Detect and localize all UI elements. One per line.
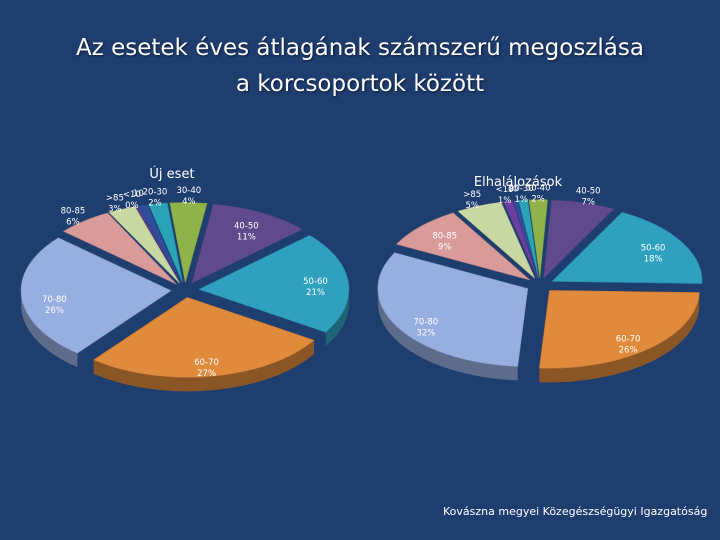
- slide-title-line-2: a korcsoportok között: [235, 71, 485, 97]
- pie-label-20-30: 20-30 2%: [143, 187, 168, 208]
- pie-label-80-85: 80-85 6%: [61, 207, 86, 228]
- pie-label-50-60: 50-60 21%: [303, 277, 328, 298]
- pie-side-60-70: [93, 340, 314, 392]
- pie-slice-10-20: [138, 204, 182, 283]
- pie-slice-60-70: [539, 290, 700, 369]
- pie-label-70-80: 70-80 26%: [42, 295, 67, 316]
- pie-side-50-60: [325, 289, 349, 347]
- pie-slice--10: [503, 200, 538, 278]
- pie-slice-30-40: [528, 199, 548, 278]
- source-footer: Kovászna megyei Közegészségügyi Igazgató…: [443, 505, 708, 518]
- pie-slice-50-60: [551, 211, 703, 284]
- pie-label-30-40: 30-40 2%: [526, 183, 551, 204]
- pie-label-30-40: 30-40 4%: [176, 186, 201, 207]
- pie-label-10-20: 10: [133, 189, 144, 199]
- pie-slice-60-70: [93, 297, 315, 378]
- pie-chart-1-title: Új eset: [149, 166, 194, 182]
- pie-side-70-80: [377, 288, 518, 381]
- pie-label-50-60: 50-60 18%: [641, 244, 666, 265]
- pie-chart-1-slices: [20, 202, 350, 378]
- pie-slice-10-20: [512, 200, 539, 278]
- pie-slice-40-50: [191, 203, 303, 284]
- pie-label--10: <10 0%: [123, 190, 141, 211]
- pie-side-60-70: [539, 292, 700, 383]
- pie-chart-1-sides: [21, 289, 349, 392]
- pie-chart-2-sides: [377, 281, 703, 383]
- pie-slice--85: [457, 201, 536, 279]
- pie-slice-70-80: [377, 252, 529, 367]
- pie-label-60-70: 60-70 27%: [194, 358, 219, 379]
- pie-slice--10: [135, 205, 182, 284]
- pie-label-80-85: 80-85 9%: [432, 231, 457, 252]
- pie-chart-2-slices: [377, 199, 703, 369]
- slide-title: Az esetek éves átlagának számszerű megos…: [0, 30, 720, 102]
- pie-label-60-70: 60-70 26%: [616, 334, 641, 355]
- slide-title-line-1: Az esetek éves átlagának számszerű megos…: [76, 35, 644, 61]
- pie-label--85: >85 3%: [106, 193, 124, 214]
- pie-label-10-20: 10: [507, 184, 518, 194]
- pie-slice-20-30: [518, 199, 539, 278]
- pie-label-40-50: 40-50 11%: [234, 221, 259, 242]
- pie-slice-50-60: [198, 234, 350, 333]
- pie-label-70-80: 70-80 32%: [414, 317, 439, 338]
- pie-slice-80-85: [63, 212, 177, 285]
- pie-slice--85: [108, 206, 180, 284]
- pie-slice-20-30: [148, 202, 183, 283]
- pie-chart-2-title: Elhalálozások: [474, 175, 563, 190]
- pie-slice-80-85: [395, 212, 531, 281]
- pie-slice-40-50: [543, 199, 615, 279]
- pie-side-70-80: [21, 290, 78, 368]
- pie-label-20-30: 20-30 1%: [509, 184, 534, 205]
- pie-label-40-50: 40-50 7%: [576, 187, 601, 208]
- pie-slice-70-80: [20, 237, 172, 354]
- pie-slice-30-40: [169, 202, 208, 283]
- pie-label--85: >85 5%: [463, 190, 481, 211]
- pie-label--10: <10 1%: [496, 185, 514, 206]
